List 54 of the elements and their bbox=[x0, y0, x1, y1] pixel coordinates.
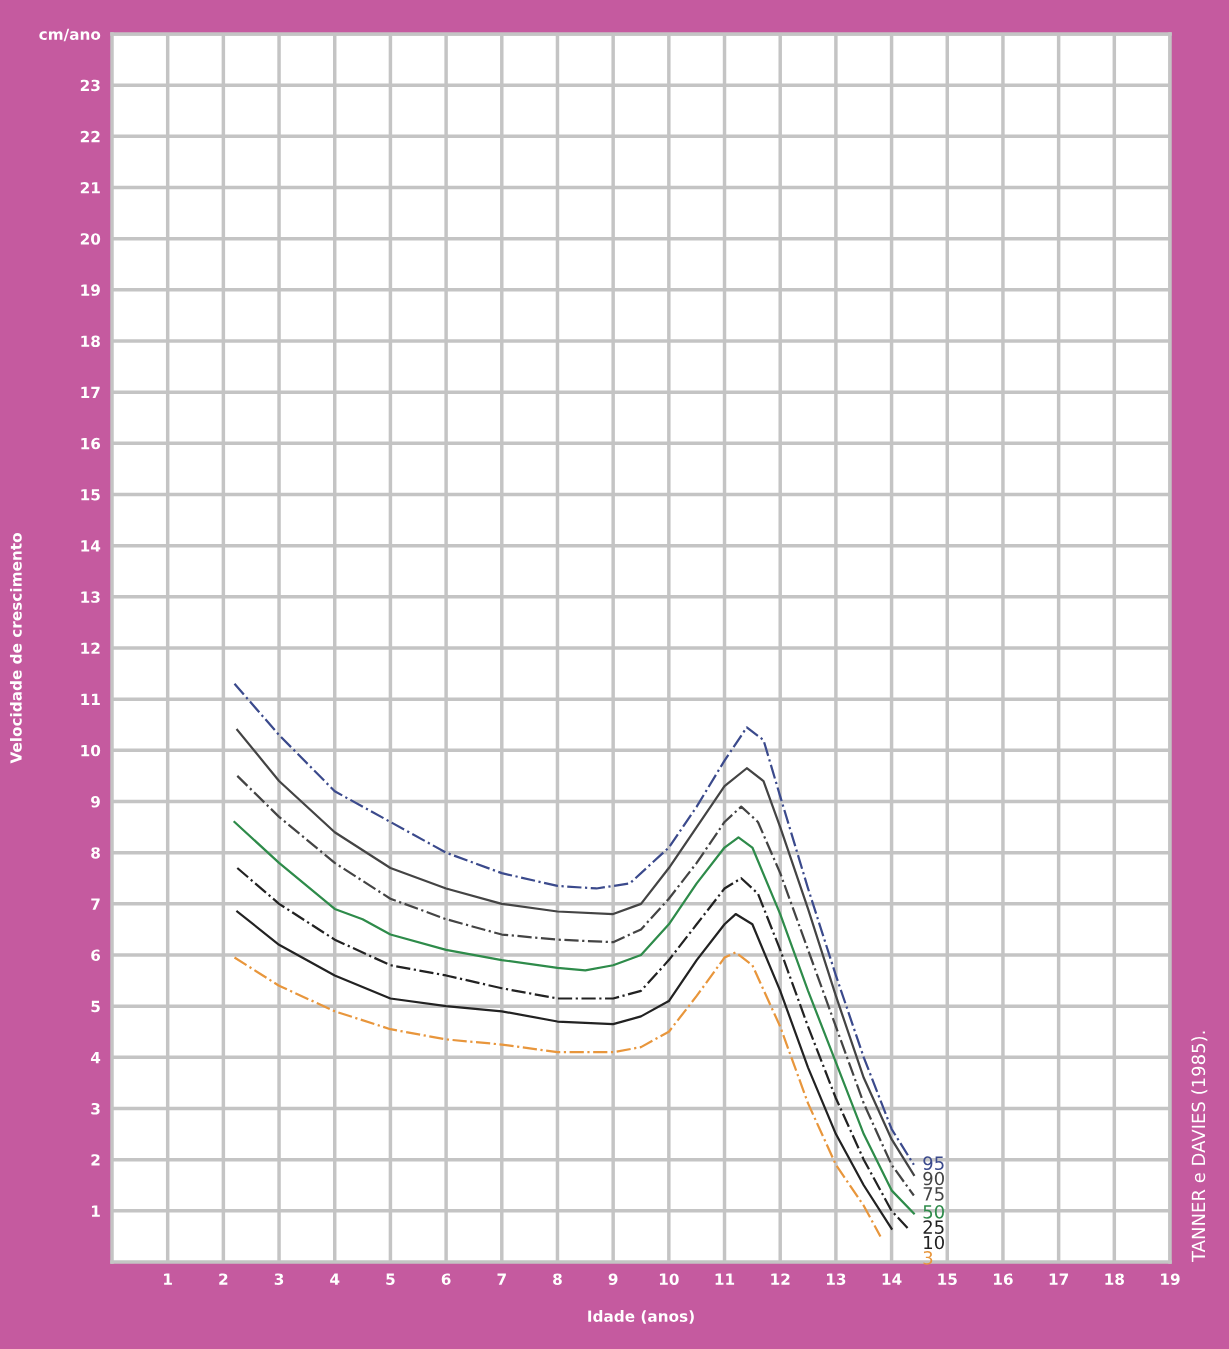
text: 3 bbox=[923, 1251, 933, 1265]
x-tick-label: 15 bbox=[938, 1273, 957, 1285]
x-tick-label: 13 bbox=[826, 1273, 846, 1285]
x-axis-title: Idade (anos) bbox=[588, 1310, 694, 1324]
y-axis-title: Velocidade de crescimento bbox=[9, 533, 22, 764]
y-tick-label: 21 bbox=[80, 181, 100, 194]
y-tick-label: 1 bbox=[91, 1205, 100, 1217]
series-label: 10 bbox=[924, 1235, 944, 1250]
y-tick-label: 8 bbox=[91, 847, 100, 859]
y-tick-label: 7 bbox=[91, 898, 100, 910]
y-tick-label: 10 bbox=[81, 744, 101, 757]
x-tick-label: 19 bbox=[1161, 1273, 1180, 1285]
y-tick-label: 15 bbox=[81, 489, 100, 501]
series-label: 25 bbox=[923, 1220, 944, 1234]
y-tick-label: 4 bbox=[90, 1052, 101, 1064]
y-tick-label: 22 bbox=[80, 130, 100, 143]
y-tick-label: 11 bbox=[81, 693, 100, 705]
y-tick-label: 14 bbox=[81, 540, 101, 552]
series-label: 50 bbox=[923, 1204, 944, 1219]
y-tick-label: 13 bbox=[81, 591, 100, 603]
y-tick-label: 5 bbox=[91, 1000, 100, 1013]
y-tick-label: 9 bbox=[91, 795, 100, 808]
x-tick-label: 8 bbox=[553, 1273, 562, 1285]
x-tick-label: 10 bbox=[659, 1273, 679, 1285]
x-tick-label: 2 bbox=[219, 1273, 228, 1285]
series-label: 90 bbox=[923, 1171, 944, 1186]
x-tick-label: 6 bbox=[441, 1273, 451, 1285]
x-tick-label: 17 bbox=[1049, 1273, 1069, 1285]
y-tick-label: 19 bbox=[81, 284, 100, 296]
y-tick-label: 23 bbox=[80, 79, 100, 92]
x-tick-label: 5 bbox=[386, 1273, 395, 1285]
y-tick-label: 6 bbox=[91, 949, 101, 962]
x-tick-label: 14 bbox=[882, 1273, 902, 1285]
y-tick-label: 18 bbox=[81, 335, 100, 348]
line-series bbox=[233, 951, 882, 1238]
series-label: 75 bbox=[923, 1187, 944, 1201]
x-tick-label: 1 bbox=[164, 1273, 172, 1285]
y-tick-label: 16 bbox=[81, 437, 101, 450]
x-tick-label: 4 bbox=[330, 1273, 340, 1285]
x-tick-label: 7 bbox=[497, 1273, 506, 1285]
text: TANNER e DAVIES (1985). bbox=[1191, 1031, 1208, 1263]
x-tick-label: 18 bbox=[1105, 1273, 1124, 1285]
series-label: 95 bbox=[923, 1156, 944, 1171]
x-tick-label: 3 bbox=[274, 1273, 284, 1285]
y-tick-label: 20 bbox=[80, 233, 101, 245]
y-tick-label: cm/ano bbox=[39, 28, 101, 42]
x-tick-label: 12 bbox=[771, 1273, 790, 1285]
x-tick-label: 11 bbox=[715, 1273, 735, 1285]
y-tick-label: 12 bbox=[81, 642, 100, 654]
x-tick-label: 9 bbox=[608, 1273, 618, 1285]
x-tick-label: 16 bbox=[994, 1273, 1013, 1285]
y-tick-label: 17 bbox=[81, 386, 100, 398]
y-tick-label: 2 bbox=[91, 1154, 100, 1166]
y-tick-label: 3 bbox=[91, 1102, 100, 1115]
